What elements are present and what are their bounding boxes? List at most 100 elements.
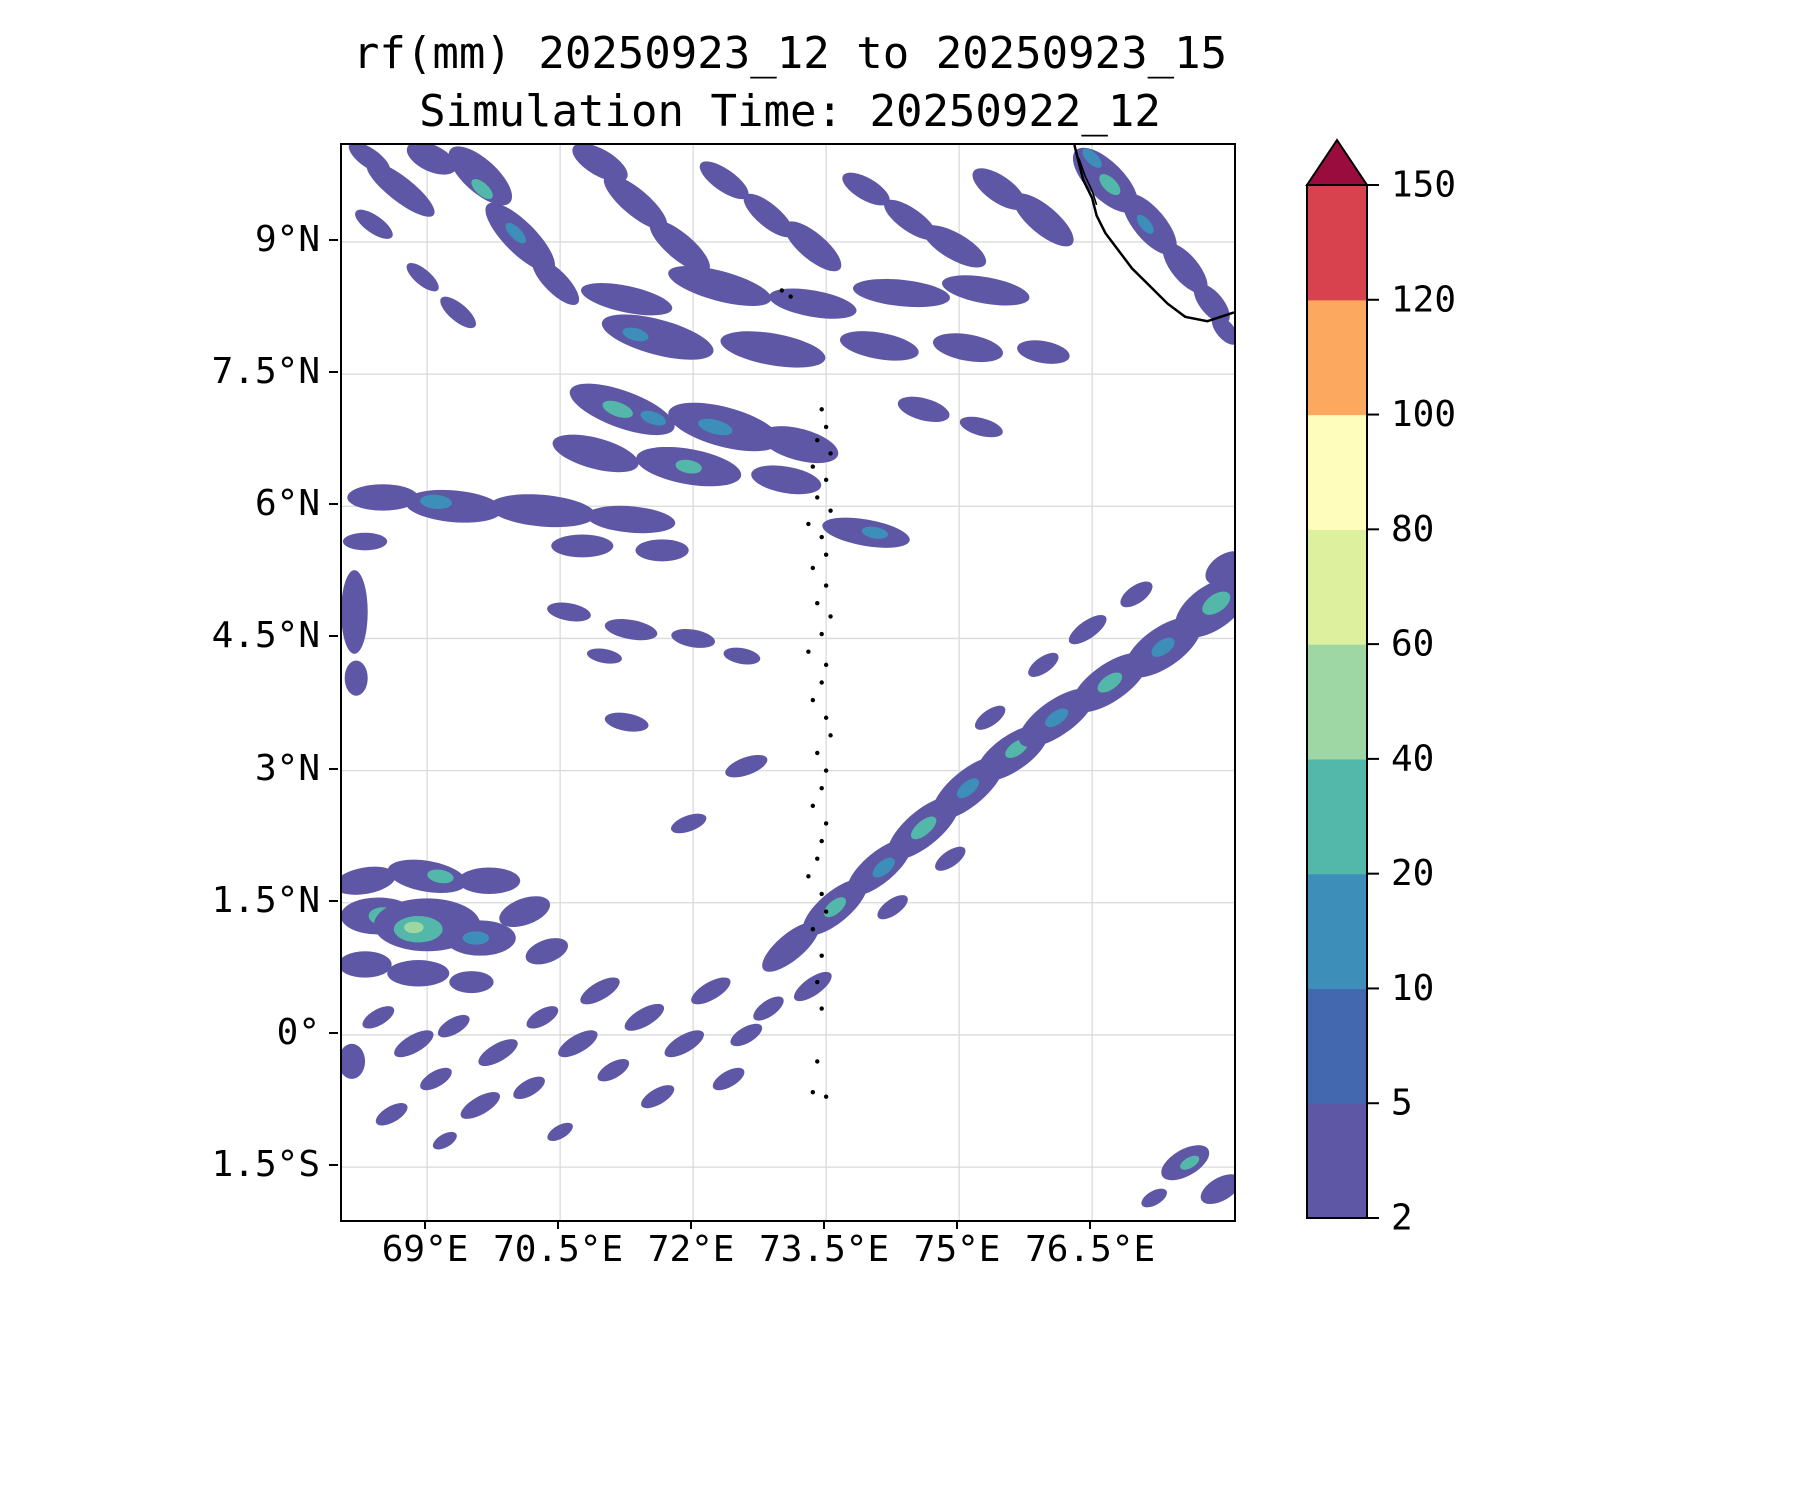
island-dot bbox=[788, 294, 793, 299]
rain-cell bbox=[1151, 637, 1175, 657]
colorbar-tick-label: 40 bbox=[1391, 738, 1434, 779]
rain-cell bbox=[1136, 214, 1154, 234]
rain-cell bbox=[640, 410, 666, 426]
rain-cell bbox=[897, 396, 950, 423]
island-dot bbox=[810, 1090, 816, 1095]
rain-cell bbox=[604, 619, 658, 641]
colorbar-segment bbox=[1307, 758, 1367, 875]
y-tick-label: 6°N bbox=[254, 483, 320, 525]
colorbar-tick-label: 60 bbox=[1391, 624, 1434, 665]
island-dot bbox=[815, 750, 820, 756]
y-tick-mark bbox=[329, 635, 338, 638]
x-tick-mark bbox=[823, 1220, 826, 1229]
y-tick-label: 1.5°N bbox=[211, 879, 320, 921]
rain-cell bbox=[448, 146, 513, 206]
rain-cell bbox=[624, 1003, 665, 1031]
y-tick-mark bbox=[329, 371, 338, 374]
rain-cell bbox=[793, 971, 832, 1002]
island-dot bbox=[815, 495, 820, 500]
y-tick-label: 1.5°S bbox=[211, 1144, 320, 1186]
rain-cell bbox=[823, 897, 847, 918]
colorbar-segments bbox=[1307, 185, 1367, 1219]
rain-cell bbox=[675, 459, 702, 474]
rain-cell bbox=[762, 921, 820, 972]
island-dot bbox=[828, 508, 833, 513]
rain-cell bbox=[691, 977, 731, 1005]
rain-cell bbox=[935, 846, 966, 871]
rain-cell bbox=[460, 1091, 501, 1119]
y-tick-label: 0° bbox=[276, 1011, 320, 1053]
rain-cell bbox=[342, 866, 396, 895]
island-dot bbox=[810, 464, 816, 469]
colorbar-segment bbox=[1307, 644, 1367, 760]
rain-cell bbox=[743, 193, 794, 238]
coastline bbox=[1073, 145, 1234, 323]
colorbar-segment bbox=[1307, 1103, 1367, 1219]
island-dot bbox=[823, 715, 829, 720]
rain-cell bbox=[861, 526, 889, 539]
island-dot bbox=[823, 1094, 829, 1099]
y-tick-mark bbox=[329, 1164, 338, 1167]
coastline-layer bbox=[1073, 145, 1234, 323]
y-tick-label: 7.5°N bbox=[211, 351, 320, 393]
rain-cell bbox=[471, 179, 493, 200]
rain-cell bbox=[760, 426, 839, 464]
island-dot bbox=[823, 662, 829, 668]
rain-cell bbox=[552, 434, 639, 473]
rain-cell bbox=[751, 465, 822, 495]
rain-cell bbox=[699, 161, 749, 200]
y-tick-mark bbox=[329, 238, 338, 241]
x-tick-mark bbox=[424, 1220, 427, 1229]
rain-cell bbox=[1068, 615, 1107, 645]
island-dot bbox=[815, 1059, 820, 1064]
x-tick-mark bbox=[956, 1220, 959, 1229]
colorbar-extend-triangle bbox=[1305, 138, 1369, 186]
colorbar-tick-label: 2 bbox=[1391, 1198, 1413, 1236]
rain-cell bbox=[499, 896, 551, 927]
rain-cell bbox=[462, 931, 490, 945]
rain-cell bbox=[387, 960, 450, 987]
rain-cell bbox=[839, 331, 919, 361]
rain-cell bbox=[1193, 283, 1230, 324]
rain-cell bbox=[671, 628, 716, 648]
island-dot bbox=[810, 565, 816, 571]
rain-cell bbox=[1162, 243, 1208, 294]
rain-cell bbox=[532, 258, 580, 305]
rain-cell bbox=[586, 648, 622, 664]
rain-cell bbox=[513, 1076, 545, 1100]
y-tick-label: 9°N bbox=[254, 218, 320, 260]
rain-cell bbox=[362, 1006, 395, 1029]
rainfall-map bbox=[342, 145, 1234, 1220]
rain-cell bbox=[670, 813, 707, 834]
rain-cell bbox=[1013, 193, 1074, 247]
island-dot bbox=[819, 786, 824, 791]
rain-cell bbox=[394, 1030, 434, 1058]
island-dot bbox=[806, 521, 811, 527]
rain-cell bbox=[547, 1122, 573, 1141]
y-tick-mark bbox=[329, 767, 338, 770]
x-tick-label: 76.5°E bbox=[1025, 1229, 1156, 1270]
colorbar-tick-label: 20 bbox=[1391, 853, 1434, 894]
island-dot bbox=[823, 768, 829, 773]
rain-cell bbox=[1200, 1174, 1234, 1205]
rain-cell bbox=[668, 266, 772, 306]
island-dot bbox=[806, 874, 811, 879]
rain-cell bbox=[723, 647, 761, 665]
rain-cell bbox=[603, 174, 668, 230]
island-dot bbox=[819, 407, 824, 412]
island-dot bbox=[810, 697, 816, 703]
rain-cell bbox=[753, 996, 784, 1021]
colorbar-segment bbox=[1307, 299, 1367, 416]
island-dot bbox=[823, 477, 829, 483]
rain-cell bbox=[420, 1067, 452, 1091]
island-dot bbox=[819, 953, 824, 958]
chart-title: rf(mm) 20250923_12 to 20250923_15 bbox=[352, 28, 1228, 79]
island-dot bbox=[815, 600, 820, 606]
rain-cell bbox=[440, 296, 477, 329]
rainfall-cells bbox=[342, 145, 1234, 1208]
rain-cell bbox=[872, 857, 895, 878]
colorbar-segment bbox=[1307, 529, 1367, 645]
rain-cell bbox=[458, 867, 521, 894]
rain-cell bbox=[406, 262, 439, 292]
y-tick-mark bbox=[329, 899, 338, 902]
